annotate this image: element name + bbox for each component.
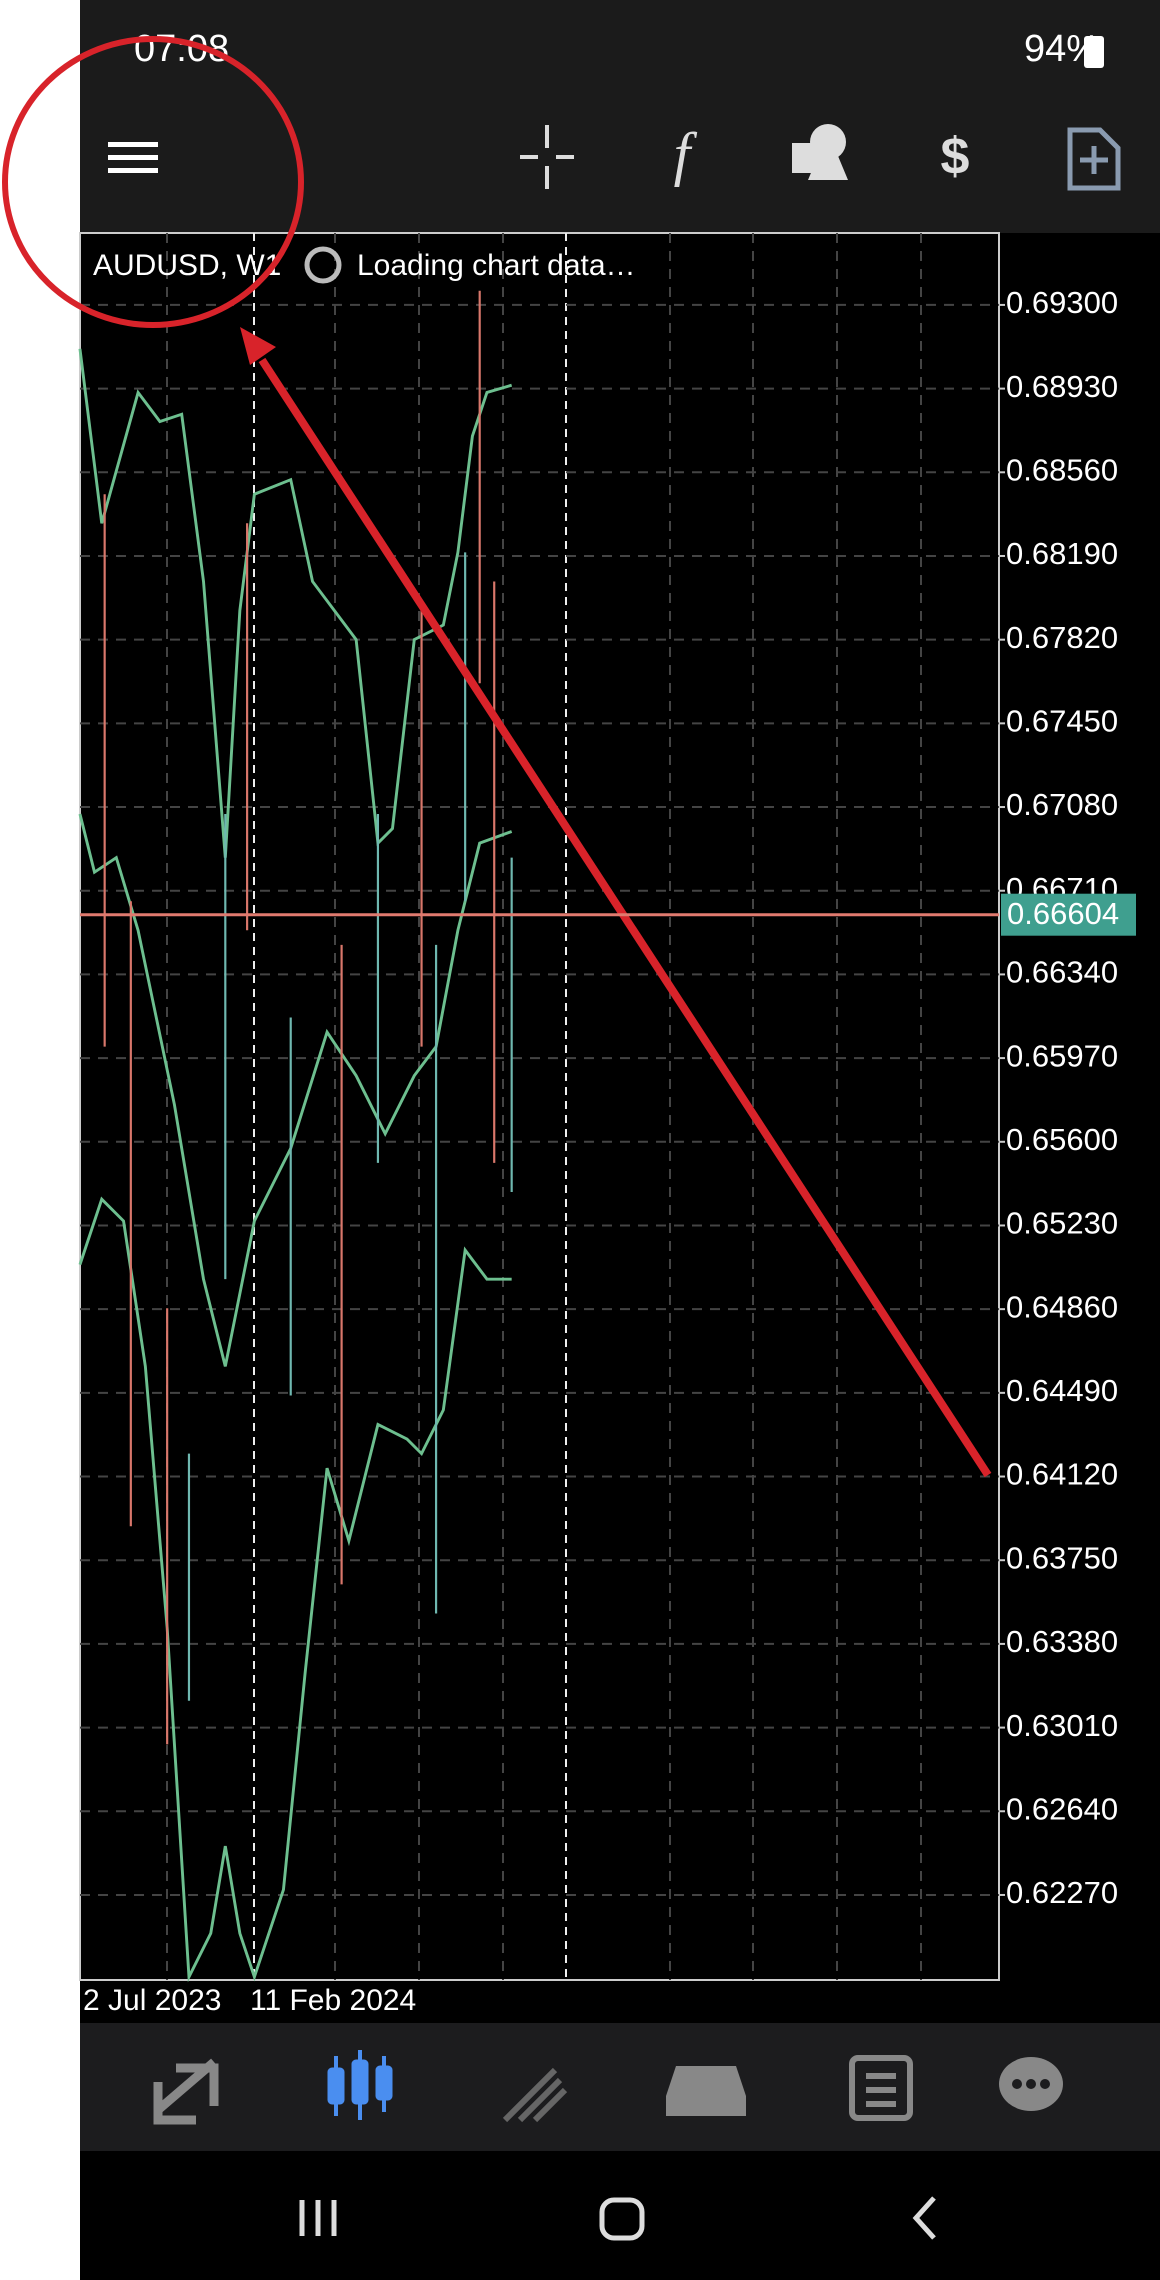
new-order-button[interactable] (1067, 127, 1121, 191)
loading-spinner (304, 246, 342, 284)
chart-area (79, 232, 1000, 1981)
bottom-nav (80, 2023, 1160, 2151)
y-tick-label: 0.65970 (1006, 1038, 1118, 1073)
chart-symbol: AUDUSD, W1 (93, 249, 281, 282)
crosshair-button[interactable] (520, 125, 574, 189)
x-label: 2 Jul 2023 (83, 1984, 221, 2017)
loading-status: Loading chart data… (357, 249, 636, 282)
y-tick-label: 0.67450 (1006, 704, 1118, 739)
y-tick-label: 0.63380 (1006, 1624, 1118, 1659)
hamburger-menu[interactable] (108, 142, 158, 173)
y-tick-label: 0.62270 (1006, 1875, 1118, 1910)
y-tick-label: 0.66340 (1006, 955, 1118, 990)
y-tick-label: 0.68190 (1006, 536, 1118, 571)
annotation-circle (2, 36, 304, 328)
vertical-grid (166, 233, 922, 1980)
top-bar (80, 0, 1160, 233)
history-tab[interactable] (666, 2066, 746, 2116)
y-tick-label: 0.63750 (1006, 1540, 1118, 1575)
y-tick-label: 0.69300 (1006, 285, 1118, 320)
system-nav (80, 2151, 1160, 2280)
y-tick-label: 0.64860 (1006, 1289, 1118, 1324)
trade-button[interactable]: $ (941, 128, 970, 186)
battery-icon (1084, 36, 1104, 68)
y-tick-label: 0.67080 (1006, 787, 1118, 822)
y-tick-label: 0.65600 (1006, 1122, 1118, 1157)
price-axis: 0.69300 0.68930 0.68560 0.68190 0.67820 0.674… (80, 285, 1118, 1910)
system-buttons (299, 2196, 936, 2241)
current-price-label: 0.66604 (1007, 896, 1119, 931)
chart-tab[interactable] (327, 2050, 393, 2120)
objects-button[interactable] (792, 124, 848, 180)
annotation-arrow (240, 327, 992, 1478)
messages-tab[interactable] (999, 2057, 1063, 2111)
quotes-tab[interactable] (153, 2058, 219, 2125)
y-tick-label: 0.67820 (1006, 620, 1118, 655)
period-separators (253, 233, 567, 1980)
news-tab[interactable] (849, 2055, 913, 2121)
y-tick-label: 0.68560 (1006, 452, 1118, 487)
y-tick-label: 0.63010 (1006, 1708, 1118, 1743)
y-tick-label: 0.64490 (1006, 1373, 1118, 1408)
current-price-box (1001, 893, 1136, 936)
trade-tab[interactable] (502, 2067, 568, 2123)
y-tick-label: 0.68930 (1006, 369, 1118, 404)
y-tick-label: 0.62640 (1006, 1791, 1118, 1826)
y-tick-label: 0.64120 (1006, 1457, 1118, 1492)
y-tick-label: 0.65230 (1006, 1206, 1118, 1241)
x-label: 11 Feb 2024 (250, 1984, 416, 2017)
